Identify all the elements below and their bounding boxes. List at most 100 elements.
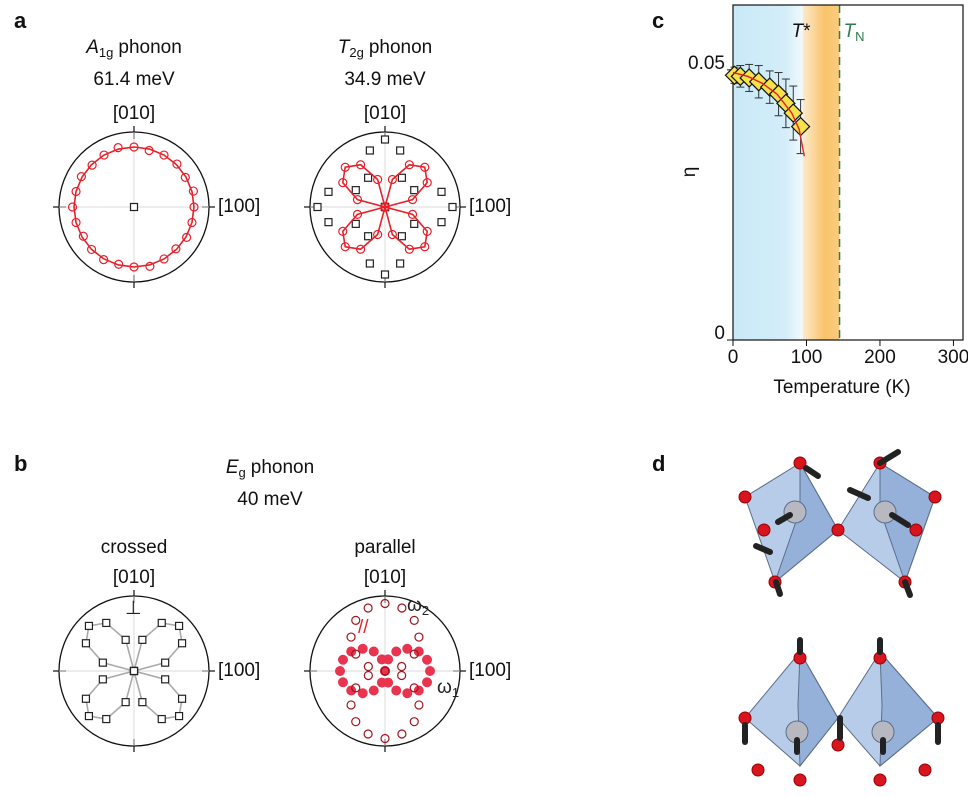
data-point: [423, 678, 432, 687]
data-point: [382, 136, 389, 143]
annotation: //: [358, 617, 369, 638]
axis-label: [010]: [113, 567, 155, 588]
data-point: [338, 655, 347, 664]
data-point: [392, 686, 401, 695]
data-point: [364, 663, 372, 671]
axis-label: [100]: [469, 660, 511, 681]
data-point: [85, 622, 92, 629]
data-point: [398, 604, 406, 612]
suffix: *: [803, 21, 811, 42]
data-point: [325, 219, 332, 226]
data-point: [366, 147, 373, 154]
y-tick-label: 0: [714, 323, 725, 344]
axis-label: [100]: [469, 196, 511, 217]
data-point: [384, 678, 393, 687]
data-point: [364, 671, 372, 679]
data-point: [397, 260, 404, 267]
panel-label: c: [652, 8, 664, 33]
subscript: 2g: [349, 45, 363, 60]
data-point: [398, 663, 406, 671]
subscript: 1g: [99, 45, 113, 60]
data-point: [438, 219, 445, 226]
data-point: [162, 659, 169, 666]
data-point: [338, 678, 347, 687]
data-point: [99, 676, 106, 683]
data-point: [347, 633, 355, 641]
title-symbol: E: [226, 457, 239, 478]
data-point: [82, 695, 89, 702]
annotation-text: ⊥: [125, 598, 142, 619]
subscript: g: [239, 465, 246, 480]
annotation: ⊥: [125, 598, 142, 619]
y-tick-label: 0.05: [688, 53, 725, 74]
data-point: [398, 174, 405, 181]
data-point: [410, 616, 418, 624]
data-point: [364, 730, 372, 738]
data-point: [158, 619, 165, 626]
data-point: [347, 701, 355, 709]
chart-title: crossed: [101, 537, 168, 558]
data-point: [415, 701, 423, 709]
annotation: ω1: [437, 677, 459, 700]
data-point: [411, 187, 418, 194]
annotation-text: ω: [407, 595, 422, 616]
title-symbol: A: [85, 37, 99, 58]
annotation-text: ω: [437, 677, 452, 698]
data-point: [366, 260, 373, 267]
data-point: [410, 718, 418, 726]
region: [803, 5, 840, 340]
structure-illustration: [739, 452, 944, 786]
data-point: [352, 187, 359, 194]
data-point: [364, 604, 372, 612]
subscript: 2: [422, 603, 429, 618]
data-point: [176, 713, 183, 720]
data-point: [398, 730, 406, 738]
data-point: [122, 636, 129, 643]
panel-label: b: [14, 451, 27, 476]
data-point: [426, 667, 435, 676]
data-point: [103, 619, 110, 626]
data-point: [131, 668, 138, 675]
chart-title: A1g phonon: [85, 37, 182, 60]
data-point: [122, 699, 129, 706]
subscript: N: [855, 29, 864, 44]
data-point: [415, 633, 423, 641]
x-axis-label: Temperature (K): [773, 377, 910, 398]
data-point: [176, 622, 183, 629]
annotation-text: //: [358, 617, 369, 638]
data-point: [352, 220, 359, 227]
data-point: [423, 655, 432, 664]
data-point: [336, 667, 345, 676]
data-point: [82, 640, 89, 647]
panel-subtitle: 40 meV: [237, 489, 303, 510]
axis-label: [010]: [364, 103, 406, 124]
transition-label: TN: [844, 21, 865, 44]
data-point: [139, 636, 146, 643]
panel-label: d: [652, 451, 665, 476]
data-point: [103, 716, 110, 723]
x-tick-label: 200: [864, 347, 896, 368]
axis-label: [010]: [113, 103, 155, 124]
data-point: [377, 655, 386, 664]
data-point: [85, 713, 92, 720]
x-tick-label: 300: [938, 347, 968, 368]
region: [733, 5, 803, 340]
chart-title: parallel: [354, 537, 415, 558]
axis-label: [100]: [218, 196, 260, 217]
data-point: [398, 233, 405, 240]
data-point: [382, 271, 389, 278]
data-point: [325, 188, 332, 195]
axis-label: [100]: [218, 660, 260, 681]
data-point: [411, 220, 418, 227]
data-point: [131, 204, 138, 211]
data-point: [139, 699, 146, 706]
title-text: phonon: [251, 457, 314, 478]
data-point: [449, 204, 456, 211]
data-point: [365, 233, 372, 240]
chart-subtitle: 61.4 meV: [93, 69, 175, 90]
data-point: [397, 147, 404, 154]
title-text: phonon: [369, 37, 432, 58]
title-text: phonon: [118, 37, 181, 58]
chart-subtitle: 34.9 meV: [344, 69, 426, 90]
